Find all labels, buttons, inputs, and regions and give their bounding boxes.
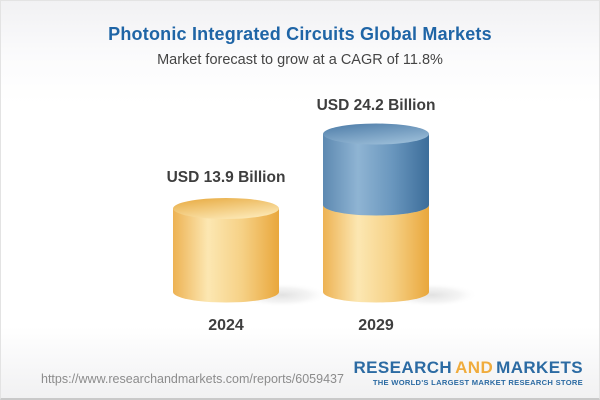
logo-wordmark: RESEARCH AND MARKETS: [354, 359, 584, 376]
bar-2024-cylinder: [173, 198, 279, 303]
logo-word-markets: MARKETS: [496, 358, 583, 377]
category-label-2029: 2029: [358, 317, 394, 334]
logo-word-and: AND: [455, 358, 494, 377]
value-label-2024: USD 13.9 Billion: [166, 169, 286, 186]
chart-subtitle: Market forecast to grow at a CAGR of 11.…: [157, 52, 443, 68]
category-label-2024: 2024: [208, 317, 244, 334]
report-url: https://www.researchandmarkets.com/repor…: [41, 372, 344, 386]
value-label-2029: USD 24.2 Billion: [316, 97, 436, 114]
bar-2029-cylinder: [323, 123, 429, 303]
logo-tagline: THE WORLD'S LARGEST MARKET RESEARCH STOR…: [372, 378, 583, 387]
logo-word-research: RESEARCH: [353, 358, 453, 377]
research-and-markets-logo: RESEARCH AND MARKETS THE WORLD'S LARGEST M…: [354, 359, 584, 387]
chart-title: Photonic Integrated Circuits Global Mark…: [108, 24, 492, 44]
